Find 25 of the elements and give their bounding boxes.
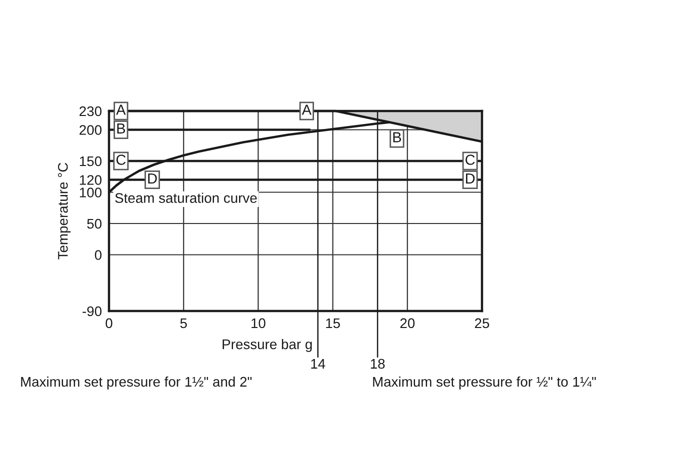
y-tick-label: 100 [80, 188, 102, 198]
x-tick-label: 20 [400, 318, 415, 328]
annotation: C [466, 154, 475, 165]
series-label: Steam saturation curve [115, 192, 257, 203]
text: Maximum set pressure for ½" to 1¼" [373, 376, 596, 390]
y-tick-label: 150 [80, 156, 102, 166]
y-tick-label: 200 [80, 125, 102, 135]
y-axis-title: Temperature °C [58, 162, 71, 260]
y-tick-label: 50 [87, 218, 102, 229]
text: Maximum set pressure for 1½" and 2" [21, 376, 252, 390]
x-tick-label: 10 [252, 318, 266, 328]
ref-line-label: 14 [311, 359, 326, 369]
annotation: D [466, 173, 475, 184]
ref-line-label: 18 [370, 358, 385, 369]
y-tick-label: 230 [80, 106, 102, 116]
y-tick-label: 0 [94, 250, 102, 260]
y-tick-label: 120 [80, 175, 102, 185]
x-axis-title: Pressure bar g [222, 339, 312, 352]
x-tick-label: 15 [326, 318, 340, 328]
y-tick-label: -90 [82, 306, 102, 316]
x-tick-label: 25 [474, 318, 490, 328]
annotation: D [148, 173, 157, 184]
annotation: C [116, 154, 126, 165]
x-tick-label: 5 [180, 318, 187, 328]
x-tick-label: 0 [106, 318, 112, 328]
